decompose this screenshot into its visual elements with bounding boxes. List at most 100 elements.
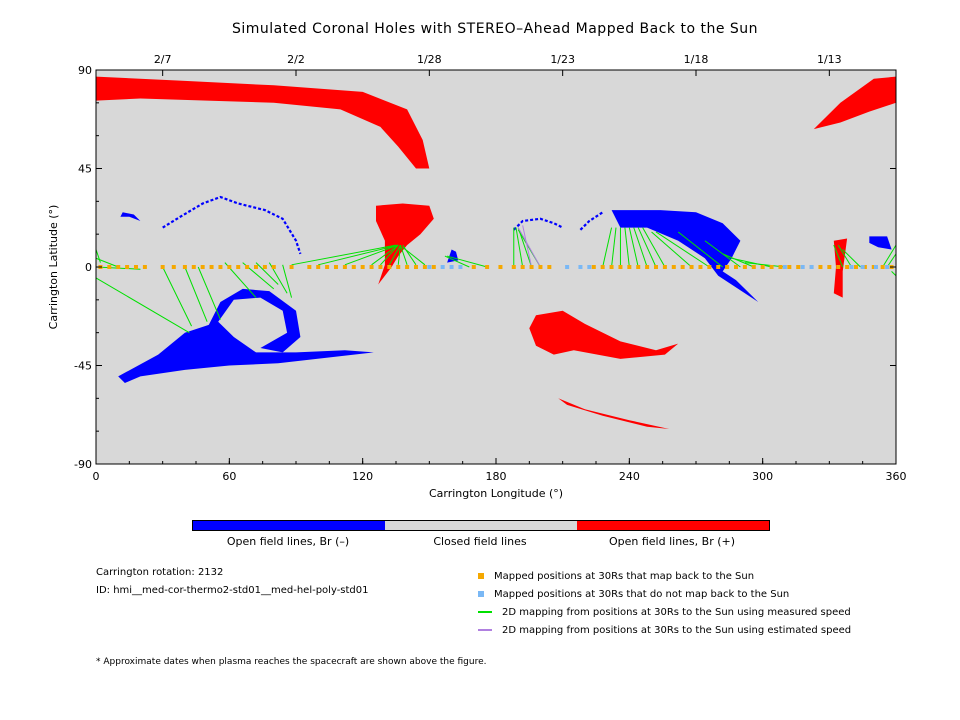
x-tick-label: 240 (619, 470, 640, 483)
y-tick-label: -45 (74, 360, 92, 373)
mapped-point (818, 265, 823, 269)
measured-mapping-line (446, 255, 488, 268)
top-tick-label: 1/18 (684, 53, 709, 66)
mapped-point (254, 265, 258, 269)
measured-mapping-line (886, 253, 897, 268)
mapped-point (289, 265, 294, 269)
legend-label: 2D mapping from positions at 30Rs to the… (502, 606, 851, 618)
measured-mapping-line (444, 255, 470, 268)
measured-mapping-line (197, 266, 221, 320)
y-tick-label: -90 (74, 458, 92, 471)
unmapped-point (578, 265, 583, 269)
mapped-point (636, 265, 641, 269)
mapped-point (511, 265, 516, 269)
mapped-point (836, 265, 841, 269)
mapped-point (529, 265, 534, 269)
unmapped-point (860, 265, 865, 269)
y-tick-label: 90 (78, 64, 92, 77)
measured-mapping-line (399, 244, 408, 265)
measured-mapping-line (624, 227, 630, 268)
unmapped-point (440, 265, 445, 269)
colorbar (192, 520, 770, 531)
mapped-point (431, 265, 436, 269)
measured-mapping-line (162, 266, 193, 327)
unmapped-point (800, 265, 805, 269)
negative-coronal-hole (447, 249, 459, 263)
measured-mapping-line (95, 257, 119, 268)
mapped-marker-icon (478, 573, 484, 579)
mapped-point (134, 265, 138, 269)
unmapped-point (782, 265, 787, 269)
measured-mapping-line (402, 246, 426, 266)
mapped-point (342, 265, 347, 269)
model-id: ID: hmi__med-cor-thermo2-std01__med-hel-… (96, 585, 369, 596)
mapped-point (862, 265, 867, 269)
mapped-point (227, 265, 232, 269)
measured-mapping-line (318, 244, 399, 266)
mapped-point (871, 265, 876, 269)
mapped-point (351, 265, 356, 269)
mapped-point (125, 265, 130, 269)
unmapped-marker-icon (478, 591, 484, 597)
mapped-point (698, 265, 703, 269)
x-tick-label: 300 (752, 470, 773, 483)
x-tick-label: 180 (486, 470, 507, 483)
unmapped-point (587, 265, 592, 269)
mapped-point (618, 265, 623, 269)
carrington-rotation: Carrington rotation: 2132 (96, 567, 224, 578)
legend-label: 2D mapping from positions at 30Rs to the… (502, 624, 852, 636)
mapped-point (369, 265, 374, 269)
mapped-point (538, 265, 543, 269)
mapped-point (734, 265, 738, 269)
colorbar-positive (577, 521, 769, 530)
mapped-point (627, 265, 632, 269)
measured-mapping-line (833, 244, 844, 268)
measured-mapping-line (891, 271, 897, 277)
footnote: * Approximate dates when plasma reaches … (96, 657, 487, 667)
mapped-point (218, 265, 223, 269)
legend-label: Mapped positions at 30Rs that map back t… (494, 570, 755, 582)
mapped-point (662, 265, 667, 269)
mapped-point (334, 265, 338, 269)
negative-coronal-hole (118, 321, 374, 383)
mapped-point (142, 265, 147, 269)
measured-mapping-line (602, 227, 613, 268)
negative-coronal-hole (611, 210, 759, 302)
mapped-point (591, 265, 596, 269)
unmapped-point (809, 265, 814, 269)
measured-mapping-line (380, 244, 399, 266)
legend: Mapped positions at 30Rs that map back t… (478, 567, 851, 639)
mapped-point (645, 265, 650, 269)
top-tick-label: 2/7 (154, 53, 172, 66)
x-axis-label: Carrington Longitude (°) (429, 487, 563, 500)
mapped-point (160, 265, 165, 269)
measured-mapping-line (633, 227, 648, 268)
mapped-point (498, 265, 503, 269)
legend-item-mapped: Mapped positions at 30Rs that map back t… (478, 567, 851, 585)
x-tick-label: 120 (352, 470, 373, 483)
mapped-point (796, 265, 801, 269)
measured-mapping-line (397, 245, 401, 265)
y-tick-label: 0 (85, 261, 92, 274)
mapped-point (307, 265, 312, 269)
y-axis-label: Carrington Latitude (°) (47, 205, 60, 330)
measured-mapping-line (677, 231, 723, 268)
mapped-point (422, 265, 427, 269)
mapped-point (760, 265, 765, 269)
measured-mapping-line (744, 262, 785, 268)
measured-mapping-line (637, 227, 657, 268)
chart-title: Simulated Coronal Holes with STEREO–Ahea… (231, 21, 759, 37)
mapped-point (520, 265, 525, 269)
mapped-point (271, 265, 276, 269)
mapped-point (827, 265, 832, 269)
plot-background (96, 70, 896, 464)
mapped-point (880, 265, 885, 269)
mapped-point (845, 265, 850, 269)
legend-label: Mapped positions at 30Rs that do not map… (494, 588, 790, 600)
colorbar-label-positive: Open field lines, Br (+) (608, 535, 736, 548)
estimated-mapping-line (522, 225, 533, 268)
mapped-point (200, 265, 205, 269)
measured-mapping-line (282, 264, 293, 298)
mapped-point (671, 265, 676, 269)
